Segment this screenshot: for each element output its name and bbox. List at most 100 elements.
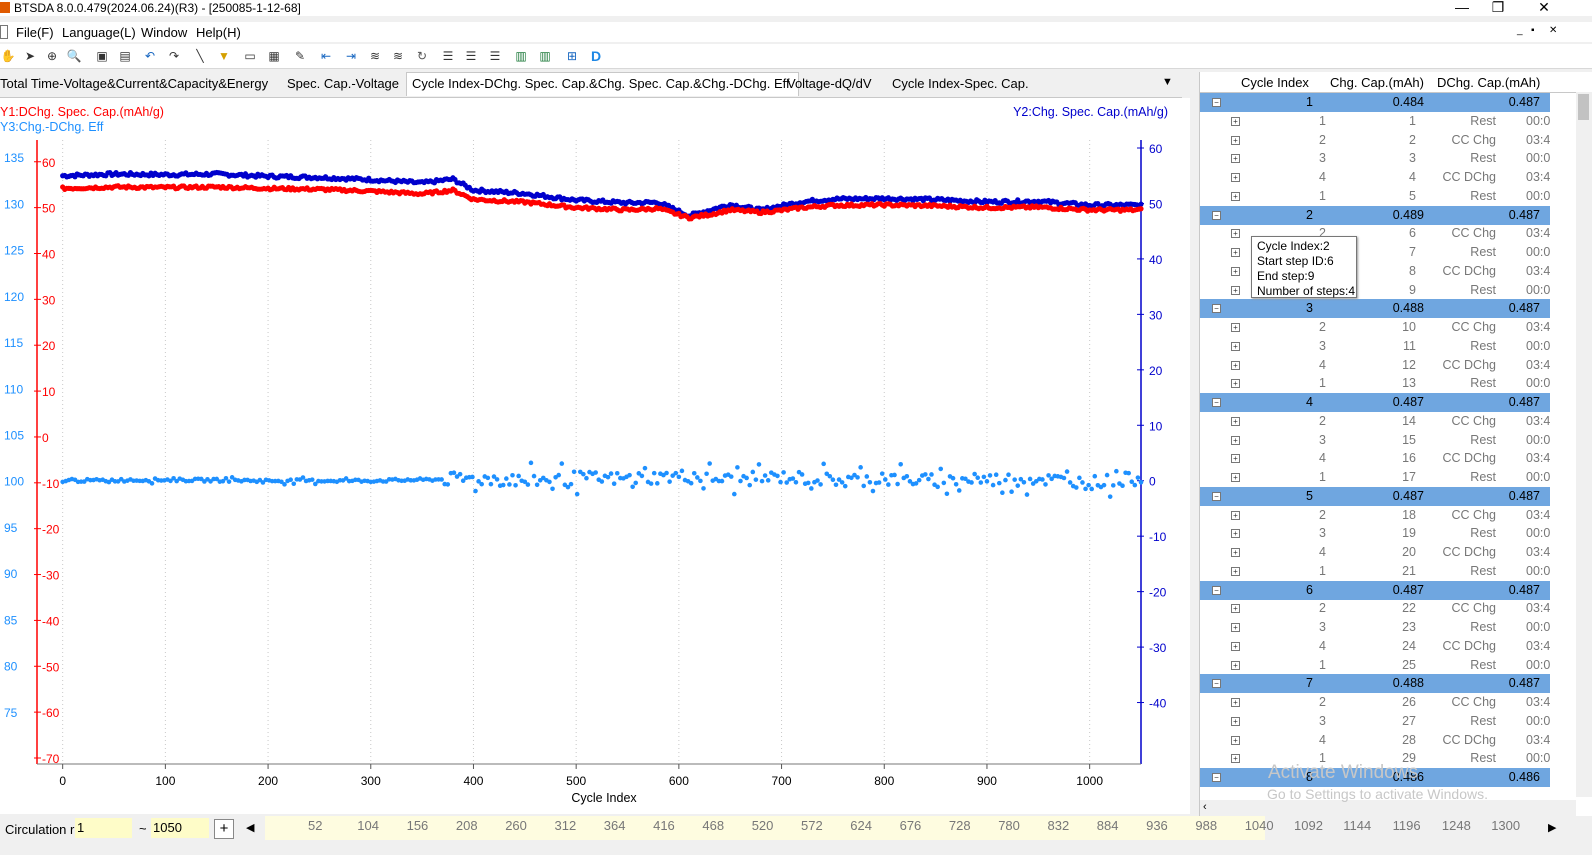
mdi-restore-button[interactable]: ▪ (1531, 25, 1535, 36)
layout-a-icon[interactable]: ≋ (369, 49, 381, 63)
grid-step-row[interactable]: +1 25 Rest 00:0 (1200, 656, 1550, 675)
mdi-minimize-button[interactable]: _ (1517, 25, 1523, 36)
collapse-icon[interactable]: − (1212, 679, 1221, 689)
collapse-icon[interactable]: − (1212, 398, 1221, 407)
undo-icon[interactable]: ↶ (144, 49, 156, 63)
grid-step-row[interactable]: +3 23 Rest 00:0 (1200, 618, 1550, 637)
filter-icon[interactable]: ▼ (218, 49, 230, 63)
expand-icon[interactable]: + (1231, 529, 1240, 539)
grid-step-row[interactable]: +4 12 CC DChg 03:4 (1200, 356, 1550, 375)
grid-b-icon[interactable]: ☰ (465, 49, 477, 63)
expand-icon[interactable]: + (1231, 716, 1240, 726)
grid-step-row[interactable]: +1 21 Rest 00:0 (1200, 562, 1550, 581)
range-right-icon[interactable]: ▶ (1548, 822, 1557, 834)
grid-step-row[interactable]: +2 26 CC Chg 03:4 (1200, 693, 1550, 712)
grid-step-row[interactable]: +3 11 Rest 00:0 (1200, 337, 1550, 356)
grid-cycle-row[interactable]: − 2 0.489 0.487 (1200, 205, 1550, 225)
collapse-icon[interactable]: − (1212, 585, 1221, 595)
test-info-icon[interactable]: ▣ (96, 49, 108, 63)
grid-step-row[interactable]: +2 14 CC Chg 03:4 (1200, 412, 1550, 431)
expand-icon[interactable]: + (1231, 698, 1240, 707)
expand-icon[interactable]: + (1231, 641, 1240, 651)
report-icon[interactable]: ▤ (119, 49, 131, 63)
minimize-button[interactable]: — (1455, 0, 1469, 15)
expand-icon[interactable]: + (1231, 473, 1240, 482)
range-left-icon[interactable]: ◀ (246, 822, 255, 834)
collapse-icon[interactable]: − (1212, 491, 1221, 501)
grid-step-row[interactable]: +1 13 Rest 00:0 (1200, 374, 1550, 393)
cursor-icon[interactable]: ╲ (196, 49, 204, 63)
tabs-dropdown-icon[interactable]: ▼ (1162, 76, 1173, 88)
grid-c-icon[interactable]: ☰ (489, 49, 501, 63)
restore-button[interactable]: ❐ (1491, 0, 1505, 15)
grid-step-row[interactable]: +3 15 Rest 00:0 (1200, 431, 1550, 450)
zoom-area-icon[interactable]: ⊕ (46, 49, 58, 63)
grid-step-row[interactable]: +1 1 Rest 00:0 (1200, 112, 1550, 131)
expand-icon[interactable]: + (1231, 154, 1240, 164)
grid-cycle-row[interactable]: − 6 0.487 0.487 (1200, 580, 1550, 600)
back-icon[interactable]: ⇤ (320, 49, 332, 63)
compare-icon[interactable]: ⊞ (566, 49, 578, 63)
expand-icon[interactable]: + (1231, 604, 1240, 614)
close-button[interactable]: ✕ (1538, 0, 1550, 15)
grid-step-row[interactable]: +4 24 CC DChg 03:4 (1200, 637, 1550, 656)
tab-spec-cap-voltage[interactable]: Spec. Cap.-Voltage (287, 76, 400, 91)
collapse-icon[interactable]: − (1212, 773, 1221, 782)
grid-cycle-row[interactable]: − 4 0.487 0.487 (1200, 393, 1550, 412)
grid-step-row[interactable]: +2 2 CC Chg 03:4 (1200, 131, 1550, 150)
chart-svg[interactable]: Y1:DChg. Spec. Cap.(mAh/g)Y3:Chg.-DChg. … (0, 98, 1190, 814)
grid-cycle-row[interactable]: − 7 0.488 0.487 (1200, 674, 1550, 694)
expand-icon[interactable]: + (1231, 266, 1240, 276)
grid-step-row[interactable]: +4 20 CC DChg 03:4 (1200, 543, 1550, 562)
grid-step-row[interactable]: +2 22 CC Chg 03:4 (1200, 599, 1550, 618)
collapse-icon[interactable]: − (1212, 304, 1221, 314)
grid-cycle-row[interactable]: − 1 0.484 0.487 (1200, 93, 1550, 112)
expand-icon[interactable]: + (1231, 623, 1240, 632)
expand-icon[interactable]: + (1231, 116, 1240, 126)
open-folder-icon[interactable]: ▭ (244, 49, 256, 63)
menu-file[interactable]: File(F) (16, 25, 54, 40)
menu-language[interactable]: Language(L) (62, 25, 136, 40)
grid-step-row[interactable]: +1 5 Rest 00:0 (1200, 187, 1550, 206)
mdi-close-button[interactable]: ✕ (1549, 25, 1558, 36)
expand-icon[interactable]: + (1231, 735, 1240, 745)
expand-icon[interactable]: + (1231, 754, 1240, 764)
grid-step-row[interactable]: +4 4 CC DChg 03:4 (1200, 168, 1550, 187)
grid-step-row[interactable]: +4 16 CC DChg 03:4 (1200, 449, 1550, 468)
tab-cycle-index-spec-cap[interactable]: Cycle Index-Spec. Cap. (892, 76, 1029, 91)
expand-icon[interactable]: + (1231, 360, 1240, 370)
expand-icon[interactable]: + (1231, 285, 1240, 295)
expand-icon[interactable]: + (1231, 454, 1240, 464)
expand-icon[interactable]: + (1231, 566, 1240, 576)
scroll-left-icon[interactable]: ‹ (1203, 801, 1207, 813)
cycle-from-input[interactable]: 1 (75, 818, 132, 838)
expand-icon[interactable]: + (1231, 341, 1240, 351)
tab-cycle-index-eff[interactable]: Cycle Index-DChg. Spec. Cap.&Chg. Spec. … (406, 72, 799, 96)
expand-icon[interactable]: + (1231, 229, 1240, 239)
grid-step-row[interactable]: +2 10 CC Chg 03:4 (1200, 318, 1550, 337)
collapse-icon[interactable]: − (1212, 98, 1221, 107)
tools-icon[interactable]: ✎ (294, 49, 306, 63)
grid-step-row[interactable]: +4 28 CC DChg 03:4 (1200, 731, 1550, 750)
grid-cycle-row[interactable]: − 5 0.487 0.487 (1200, 486, 1550, 506)
expand-icon[interactable]: + (1231, 548, 1240, 557)
grid-header-dchg-cap[interactable]: DChg. Cap.(mAh) (1437, 75, 1541, 90)
expand-icon[interactable]: + (1231, 510, 1240, 520)
expand-icon[interactable]: + (1231, 135, 1240, 145)
scroll-thumb[interactable] (1578, 94, 1589, 120)
grid-step-row[interactable]: +1 29 Rest 00:0 (1200, 749, 1550, 768)
cycle-to-input[interactable]: 1050 (151, 818, 209, 838)
grid-header-chg-cap[interactable]: Chg. Cap.(mAh) (1330, 75, 1424, 90)
expand-icon[interactable]: + (1231, 248, 1240, 257)
layout-b-icon[interactable]: ≋ (392, 49, 404, 63)
grid-cycle-row[interactable]: − 8 0.486 0.486 (1200, 768, 1550, 787)
expand-icon[interactable]: + (1231, 379, 1240, 389)
grid-step-row[interactable]: +3 27 Rest 00:0 (1200, 712, 1550, 731)
grid-header-cycle-index[interactable]: Cycle Index (1241, 75, 1309, 90)
pointer-icon[interactable]: ➤ (24, 49, 36, 63)
menu-help[interactable]: Help(H) (196, 25, 241, 40)
redo-icon[interactable]: ↷ (168, 49, 180, 63)
expand-icon[interactable]: + (1231, 173, 1240, 182)
range-add-button[interactable]: + (214, 819, 234, 839)
